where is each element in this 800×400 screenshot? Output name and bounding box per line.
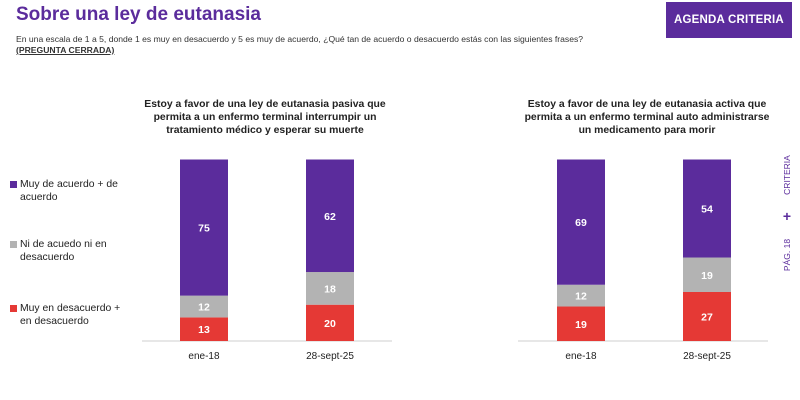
x-tick-label-passive-1: 28-sept-25 <box>306 351 354 362</box>
data-label-passive-1-disagree: 20 <box>324 318 336 330</box>
data-label-passive-0-agree: 75 <box>198 223 210 235</box>
legend-label-agree: Muy de acuerdo + de acuerdo <box>20 179 118 203</box>
data-label-active-1-disagree: 27 <box>701 311 713 323</box>
side-branding: CRITERIA + PÁG. 18 <box>780 150 794 280</box>
data-label-active-0-agree: 69 <box>575 217 587 229</box>
data-label-active-1-agree: 54 <box>701 204 713 216</box>
legend-swatch-neutral <box>10 241 17 248</box>
side-plus-icon: + <box>782 208 792 224</box>
bar-passive-0-agree <box>180 159 228 296</box>
bar-passive-0-disagree <box>180 317 228 341</box>
agenda-criteria-button[interactable]: AGENDA CRITERIA <box>666 2 792 38</box>
legend-label-disagree: Muy en desacuerdo + en desacuerdo <box>20 303 121 327</box>
bar-active-0-neutral <box>557 284 605 307</box>
bar-passive-1-neutral <box>306 272 354 305</box>
chart-title-passive: Estoy a favor de una ley de eutanasia pa… <box>144 99 386 136</box>
legend-label-neutral: Ni de acuedo ni en desacuerdo <box>20 239 107 263</box>
legend-item-disagree: Muy en desacuerdo + en desacuerdo <box>10 302 134 328</box>
x-tick-label-active-0: ene-18 <box>565 351 597 362</box>
data-label-passive-0-neutral: 12 <box>198 302 210 314</box>
data-label-passive-1-neutral: 18 <box>324 283 336 295</box>
bar-active-1-agree <box>683 159 731 258</box>
data-label-active-0-disagree: 19 <box>575 319 587 331</box>
legend-swatch-agree <box>10 181 17 188</box>
data-label-active-1-neutral: 19 <box>701 270 713 282</box>
legend-swatch-disagree <box>10 305 17 312</box>
data-label-passive-0-disagree: 13 <box>198 324 210 336</box>
bar-active-0-agree <box>557 159 605 285</box>
data-label-active-0-neutral: 12 <box>575 291 587 303</box>
legend-item-agree: Muy de acuerdo + de acuerdo <box>10 178 128 204</box>
question-text: En una escala de 1 a 5, donde 1 es muy e… <box>16 34 656 56</box>
x-tick-label-passive-0: ene-18 <box>188 351 220 362</box>
bar-active-0-disagree <box>557 306 605 341</box>
bar-passive-1-disagree <box>306 304 354 341</box>
bar-active-1-neutral <box>683 257 731 292</box>
bar-passive-1-agree <box>306 159 354 273</box>
bar-passive-0-neutral <box>180 295 228 318</box>
bar-active-1-disagree <box>683 291 731 341</box>
question-body: En una escala de 1 a 5, donde 1 es muy e… <box>16 34 584 44</box>
legend-item-neutral: Ni de acuedo ni en desacuerdo <box>10 238 118 264</box>
chart-title-active: Estoy a favor de una ley de eutanasia ac… <box>524 99 770 136</box>
data-label-passive-1-agree: 62 <box>324 211 336 223</box>
page-title: Sobre una ley de eutanasia <box>16 4 261 25</box>
x-tick-label-active-1: 28-sept-25 <box>683 351 731 362</box>
question-note: (PREGUNTA CERRADA) <box>16 45 115 55</box>
